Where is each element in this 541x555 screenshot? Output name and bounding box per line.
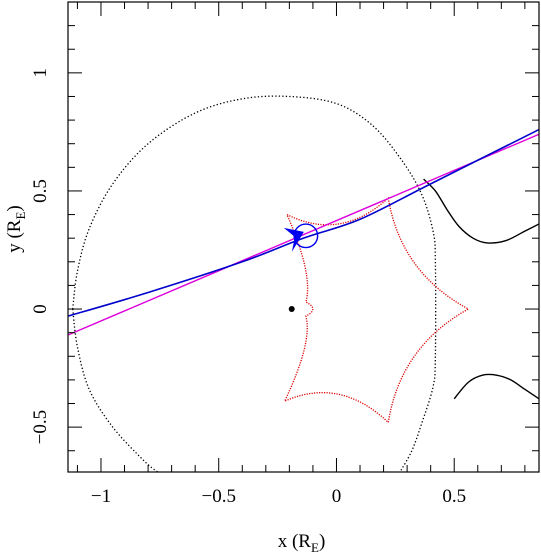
y-tick-label: −0.5 — [30, 410, 51, 444]
x-tick-label: 0.5 — [442, 486, 466, 507]
trajectories — [68, 128, 539, 336]
y-tick-label: 1 — [30, 68, 51, 78]
critical-curve-right-upper — [423, 178, 539, 244]
direction-arrow-icon — [283, 227, 304, 252]
critical-curves — [72, 95, 539, 472]
lens-point — [288, 306, 295, 313]
y-axis-label: y (RE) — [4, 205, 28, 253]
x-tick-label: −0.5 — [201, 486, 235, 507]
critical-curve-outer-upper — [72, 95, 437, 472]
x-axis-label: x (RE) — [278, 531, 326, 555]
x-tick-label: −1 — [91, 486, 111, 507]
x-axis-label-main: x (R — [278, 531, 312, 552]
critical-curve-outer-lower — [72, 308, 158, 472]
y-tick-label: 0.5 — [30, 179, 51, 203]
y-tick-label: 0 — [30, 304, 51, 314]
y-axis-label-main: y (R — [4, 219, 25, 253]
caustic-outline — [283, 196, 470, 424]
markers — [283, 223, 319, 313]
x-axis-label-close: ) — [319, 531, 325, 552]
straight-trajectory-line — [68, 133, 539, 336]
tick-labels: −1 −0.5 0 0.5 −0.5 0 0.5 1 — [30, 68, 466, 507]
critical-curve-right-lower — [453, 373, 539, 400]
plot-frame — [67, 1, 540, 473]
source-trajectory-line — [68, 128, 539, 317]
y-axis-label-sub: E — [13, 212, 28, 220]
caustic-curve — [283, 196, 470, 424]
y-axis-label-close: ) — [4, 205, 25, 211]
x-tick-label: 0 — [332, 486, 342, 507]
axis-ticks — [68, 1, 539, 472]
x-axis-label-sub: E — [311, 540, 319, 555]
